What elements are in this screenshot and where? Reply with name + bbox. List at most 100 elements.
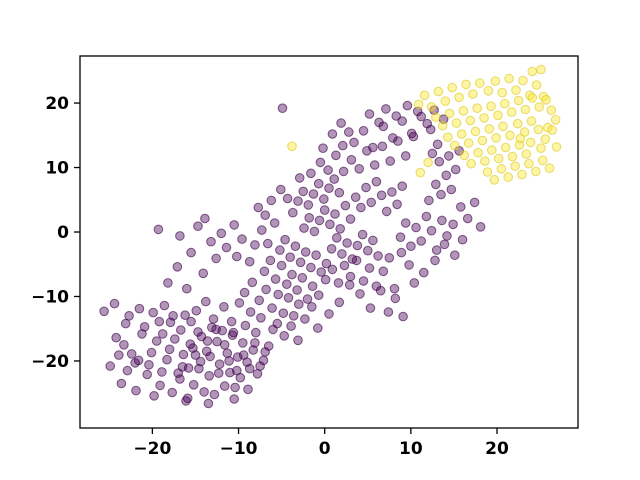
data-point-cluster-yellow bbox=[450, 140, 460, 151]
data-point-cluster-purple bbox=[393, 136, 403, 146]
data-point-cluster-purple bbox=[149, 391, 159, 401]
data-point-cluster-purple bbox=[391, 111, 402, 121]
data-point-cluster-purple bbox=[363, 245, 373, 256]
data-point-cluster-yellow bbox=[507, 151, 518, 162]
data-point-cluster-purple bbox=[232, 251, 242, 262]
data-point-cluster-purple bbox=[200, 213, 210, 224]
data-point-cluster-purple bbox=[248, 345, 258, 355]
data-point-cluster-yellow bbox=[515, 133, 526, 144]
data-point-cluster-purple bbox=[368, 235, 378, 246]
data-point-cluster-purple bbox=[208, 314, 219, 324]
data-point-cluster-yellow bbox=[520, 104, 531, 115]
data-point-cluster-yellow bbox=[547, 125, 558, 135]
data-point-cluster-purple bbox=[253, 202, 264, 213]
data-point-cluster-purple bbox=[300, 247, 311, 257]
data-point-cluster-yellow bbox=[466, 158, 477, 169]
data-point-cluster-purple bbox=[232, 365, 242, 376]
data-point-cluster-purple bbox=[133, 355, 144, 366]
data-point-cluster-purple bbox=[295, 257, 306, 268]
data-point-cluster-purple bbox=[416, 236, 427, 246]
data-point-cluster-purple bbox=[157, 329, 168, 339]
data-point-cluster-yellow bbox=[482, 167, 493, 177]
data-point-cluster-purple bbox=[173, 368, 183, 379]
data-point-cluster-yellow bbox=[483, 86, 494, 96]
data-point-cluster-purple bbox=[209, 389, 220, 400]
data-point-cluster-purple bbox=[313, 290, 324, 301]
data-point-cluster-purple bbox=[324, 183, 334, 193]
data-point-cluster-purple bbox=[250, 338, 260, 348]
data-point-cluster-yellow bbox=[454, 92, 464, 103]
data-point-cluster-yellow bbox=[456, 129, 467, 139]
data-point-cluster-yellow bbox=[521, 149, 532, 159]
data-point-cluster-yellow bbox=[477, 135, 488, 146]
data-point-cluster-purple bbox=[306, 262, 316, 273]
data-point-cluster-yellow bbox=[470, 126, 481, 137]
data-point-cluster-purple bbox=[338, 140, 348, 151]
data-point-cluster-yellow bbox=[444, 108, 455, 119]
data-point-cluster-purple bbox=[257, 225, 267, 235]
data-point-cluster-yellow bbox=[440, 96, 451, 106]
data-point-cluster-purple bbox=[263, 238, 273, 249]
data-point-cluster-yellow bbox=[537, 155, 548, 166]
data-point-cluster-yellow bbox=[546, 105, 557, 115]
data-point-cluster-purple bbox=[239, 287, 250, 298]
data-point-cluster-purple bbox=[421, 211, 432, 222]
data-point-cluster-purple bbox=[287, 269, 297, 280]
data-point-cluster-purple bbox=[278, 308, 289, 319]
data-point-cluster-purple bbox=[109, 298, 120, 309]
data-point-cluster-purple bbox=[183, 363, 194, 373]
data-point-cluster-purple bbox=[205, 351, 215, 362]
x-axis-tick-label: 20 bbox=[485, 439, 509, 459]
data-point-cluster-purple bbox=[206, 236, 216, 247]
data-point-cluster-purple bbox=[373, 251, 383, 261]
data-point-cluster-purple bbox=[155, 380, 165, 391]
data-point-cluster-purple bbox=[198, 268, 208, 279]
data-point-cluster-purple bbox=[139, 322, 150, 332]
data-point-cluster-yellow bbox=[527, 93, 538, 103]
data-point-cluster-purple bbox=[361, 182, 371, 193]
data-point-cluster-purple bbox=[294, 173, 305, 183]
data-point-cluster-yellow bbox=[468, 89, 478, 99]
data-point-cluster-purple bbox=[318, 143, 328, 153]
data-point-cluster-purple bbox=[331, 150, 341, 161]
data-point-cluster-purple bbox=[355, 289, 365, 299]
data-point-cluster-purple bbox=[404, 260, 414, 270]
data-point-cluster-purple bbox=[314, 215, 325, 226]
data-point-cluster-purple bbox=[419, 267, 429, 278]
data-point-cluster-purple bbox=[358, 126, 369, 136]
data-point-cluster-purple bbox=[346, 155, 357, 165]
data-point-cluster-purple bbox=[345, 271, 356, 282]
data-point-cluster-purple bbox=[124, 311, 134, 321]
data-point-cluster-yellow bbox=[518, 75, 528, 86]
data-point-cluster-purple bbox=[381, 104, 391, 114]
data-point-cluster-purple bbox=[389, 283, 400, 294]
data-point-cluster-purple bbox=[446, 184, 457, 195]
data-point-cluster-purple bbox=[163, 278, 173, 288]
data-point-cluster-purple bbox=[316, 267, 327, 277]
data-point-cluster-yellow bbox=[426, 102, 437, 112]
data-point-cluster-purple bbox=[326, 244, 337, 254]
data-point-cluster-purple bbox=[369, 160, 380, 170]
data-point-cluster-purple bbox=[193, 327, 203, 337]
data-point-cluster-purple bbox=[201, 296, 211, 307]
data-point-cluster-purple bbox=[114, 350, 124, 360]
data-point-cluster-purple bbox=[99, 306, 109, 317]
data-point-cluster-purple bbox=[157, 367, 167, 377]
data-point-cluster-purple bbox=[222, 348, 233, 359]
data-point-cluster-yellow bbox=[459, 150, 470, 161]
data-point-cluster-purple bbox=[162, 354, 172, 365]
data-point-cluster-purple bbox=[354, 164, 365, 174]
data-point-cluster-purple bbox=[202, 336, 213, 346]
data-point-cluster-yellow bbox=[526, 116, 537, 126]
data-point-cluster-yellow bbox=[531, 80, 542, 90]
data-point-cluster-purple bbox=[325, 219, 335, 230]
data-point-cluster-purple bbox=[334, 297, 345, 308]
data-point-cluster-purple bbox=[424, 195, 434, 206]
data-point-cluster-yellow bbox=[527, 66, 538, 77]
data-point-cluster-purple bbox=[457, 234, 468, 245]
data-point-cluster-purple bbox=[224, 356, 234, 366]
data-point-cluster-purple bbox=[211, 253, 221, 264]
data-point-cluster-purple bbox=[336, 118, 346, 128]
data-point-cluster-purple bbox=[307, 281, 318, 292]
data-point-cluster-purple bbox=[448, 219, 458, 230]
